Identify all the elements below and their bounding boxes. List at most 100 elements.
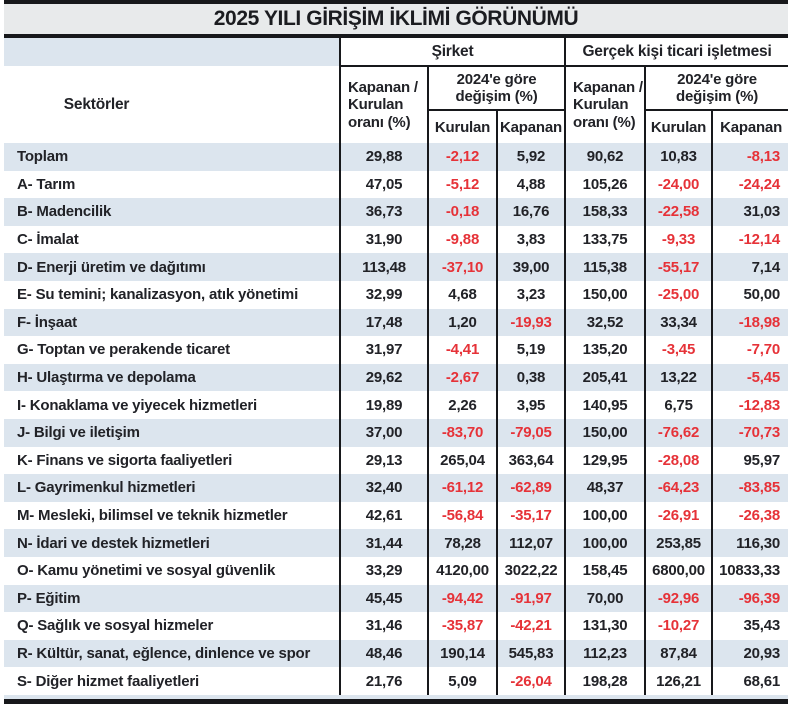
value-cell: 33,34	[644, 308, 713, 337]
sector-cell: H- Ulaştırma ve depolama	[17, 369, 196, 387]
value-cell: 1,20	[427, 308, 497, 337]
value-cell: 20,93	[711, 639, 789, 668]
value-cell: 32,52	[564, 308, 646, 337]
bottom-stripe	[4, 694, 788, 699]
table-row: G- Toptan ve perakende ticaret 31,97 -4,4…	[4, 336, 789, 364]
table-row: O- Kamu yönetimi ve sosyal güvenlik 33,2…	[4, 556, 789, 585]
value-cell: -22,58	[644, 198, 713, 226]
value-cell: 45,45	[339, 584, 428, 613]
value-cell: 48,46	[339, 639, 428, 668]
value-cell: -26,04	[495, 667, 566, 695]
value-cell: -9,88	[427, 225, 497, 254]
header-blank-cell	[4, 38, 340, 66]
value-cell: 10,83	[644, 143, 713, 171]
value-cell: 32,99	[339, 280, 428, 309]
value-cell: 140,95	[564, 391, 646, 419]
sector-cell: K- Finans ve sigorta faaliyetleri	[17, 451, 233, 469]
value-cell: -91,97	[495, 584, 566, 613]
value-cell: 32,40	[339, 474, 428, 502]
report-table: 2025 YILI GİRİŞİM İKLİMİ GÖRÜNÜMÜ Şirket…	[4, 0, 789, 704]
value-cell: 90,62	[564, 143, 646, 171]
page-title: 2025 YILI GİRİŞİM İKLİMİ GÖRÜNÜMÜ	[213, 7, 579, 30]
sector-cell: S- Diğer hizmet faaliyetleri	[17, 672, 199, 690]
value-cell: 4,88	[495, 170, 566, 199]
value-cell: 115,38	[564, 253, 646, 281]
value-cell: -10,27	[644, 612, 713, 640]
sector-cell: O- Kamu yönetimi ve sosyal güvenlik	[17, 562, 276, 580]
value-cell: 253,85	[644, 529, 713, 557]
value-cell: 4,68	[427, 280, 497, 309]
value-cell: 5,09	[427, 667, 497, 695]
value-cell: 190,14	[427, 639, 497, 668]
value-cell: -64,23	[644, 474, 713, 502]
value-cell: 5,92	[495, 143, 566, 171]
sector-cell: G- Toptan ve perakende ticaret	[17, 341, 230, 359]
value-cell: 19,89	[339, 391, 428, 419]
sector-cell: L- Gayrimenkul hizmetleri	[17, 479, 196, 497]
value-cell: 78,28	[427, 529, 497, 557]
value-cell: 16,76	[495, 198, 566, 226]
table-row: Toplam 29,88 -2,12 5,92 90,62 10,83 -8,13	[4, 143, 789, 171]
value-cell: -42,21	[495, 612, 566, 640]
value-cell: -3,45	[644, 336, 713, 364]
value-cell: 129,95	[564, 446, 646, 475]
value-cell: -94,42	[427, 584, 497, 613]
value-cell: -92,96	[644, 584, 713, 613]
value-cell: -79,05	[495, 418, 566, 447]
value-cell: -5,12	[427, 170, 497, 199]
value-cell: 13,22	[644, 363, 713, 392]
table-row: P- Eğitim 45,45 -94,42 -91,97 70,00 -92,96 -9…	[4, 584, 789, 613]
value-cell: -70,73	[711, 418, 789, 447]
column-header-sektorler: Sektörler	[63, 95, 130, 113]
table-row: H- Ulaştırma ve depolama 29,62 -2,67 0,38 2…	[4, 363, 789, 392]
sector-cell: C- İmalat	[17, 231, 79, 249]
value-cell: -28,08	[644, 446, 713, 475]
table-title-bar: 2025 YILI GİRİŞİM İKLİMİ GÖRÜNÜMÜ	[4, 0, 788, 38]
value-cell: 31,46	[339, 612, 428, 640]
value-cell: 150,00	[564, 418, 646, 447]
column-header-change-gercek: 2024'e göre değişim (%)	[644, 66, 789, 111]
value-cell: -5,45	[711, 363, 789, 392]
group-header-row: Şirket Gerçek kişi ticari işletmesi	[4, 38, 789, 67]
value-cell: -0,18	[427, 198, 497, 226]
sector-cell: N- İdari ve destek hizmetleri	[17, 534, 210, 552]
sub-header-kapanan-sirket: Kapanan	[495, 110, 566, 143]
column-header-row: Sektörler Kapanan / Kurulan oranı (%) 20…	[4, 66, 789, 143]
value-cell: -25,00	[644, 280, 713, 309]
table-row: L- Gayrimenkul hizmetleri 32,40 -61,12 -62…	[4, 474, 789, 502]
value-cell: -96,39	[711, 584, 789, 613]
value-cell: 112,23	[564, 639, 646, 668]
table-row: A- Tarım 47,05 -5,12 4,88 105,26 -24,00 -24,2…	[4, 170, 789, 199]
sector-cell: Q- Sağlık ve sosyal hizmeler	[17, 617, 214, 635]
value-cell: -8,13	[711, 143, 789, 171]
sector-cell: P- Eğitim	[17, 589, 81, 607]
value-cell: 31,44	[339, 529, 428, 557]
sector-cell: B- Madencilik	[17, 203, 112, 221]
table-row: I- Konaklama ve yiyecek hizmetleri 19,89…	[4, 391, 789, 419]
value-cell: 133,75	[564, 225, 646, 254]
value-cell: -2,67	[427, 363, 497, 392]
value-cell: -7,70	[711, 336, 789, 364]
value-cell: 17,48	[339, 308, 428, 337]
value-cell: 42,61	[339, 501, 428, 530]
value-cell: 47,05	[339, 170, 428, 199]
value-cell: 112,07	[495, 529, 566, 557]
value-cell: -12,83	[711, 391, 789, 419]
sector-cell: M- Mesleki, bilimsel ve teknik hizmetler	[17, 507, 288, 525]
sub-header-kurulan-sirket: Kurulan	[427, 110, 497, 143]
sector-cell: A- Tarım	[17, 175, 76, 193]
value-cell: 31,97	[339, 336, 428, 364]
value-cell: 158,33	[564, 198, 646, 226]
value-cell: 3,83	[495, 225, 566, 254]
value-cell: 48,37	[564, 474, 646, 502]
value-cell: 87,84	[644, 639, 713, 668]
table-row: R- Kültür, sanat, eğlence, dinlence ve s…	[4, 639, 789, 668]
value-cell: 5,19	[495, 336, 566, 364]
column-header-ratio-gercek: Kapanan / Kurulan oranı (%)	[564, 66, 646, 143]
value-cell: 29,88	[339, 143, 428, 171]
value-cell: 68,61	[711, 667, 789, 695]
value-cell: 135,20	[564, 336, 646, 364]
table-row: B- Madencilik 36,73 -0,18 16,76 158,33 -22,5…	[4, 198, 789, 226]
value-cell: 29,62	[339, 363, 428, 392]
value-cell: 265,04	[427, 446, 497, 475]
